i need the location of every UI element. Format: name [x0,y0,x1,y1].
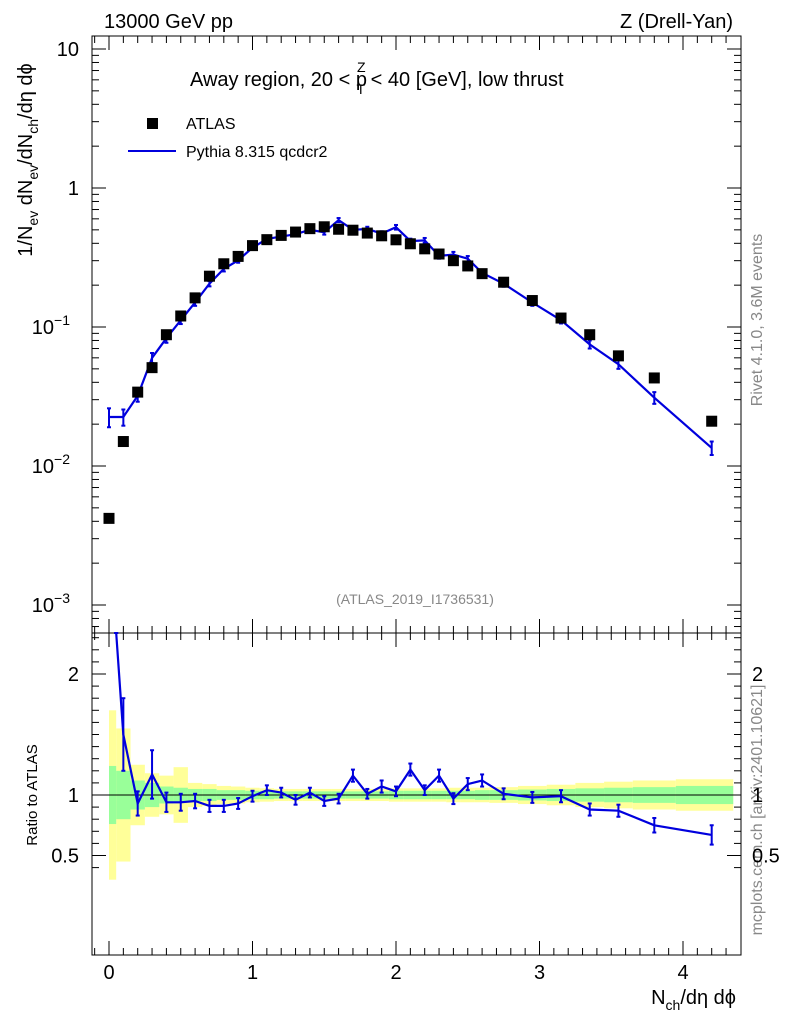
atlas-data-point [218,258,230,270]
atlas-data-point [333,223,345,235]
atlas-data-point [648,372,660,384]
analysis-id: (ATLAS_2019_I1736531) [336,591,494,607]
atlas-data-point [203,270,215,282]
atlas-data-point [361,227,373,239]
atlas-data-point [376,230,388,242]
atlas-data-point [189,292,201,304]
y-axis-label-ratio: Ratio to ATLAS [24,744,41,845]
atlas-data-point [612,350,624,362]
atlas-data-point [232,250,244,262]
title-sup: Z [357,59,366,75]
atlas-data-point [433,248,445,260]
y-tick-label-ratio: 2 [68,664,79,686]
x-tick-label: 3 [534,962,545,984]
legend-data-label: ATLAS [186,116,236,133]
atlas-data-point [146,362,158,374]
atlas-data-point [304,223,316,235]
atlas-data-point [347,224,359,236]
atlas-data-point [103,512,115,524]
x-tick-label: 2 [390,962,401,984]
atlas-data-point [160,329,172,341]
atlas-data-point [275,229,287,241]
y-tick-label-ratio-right: 0.5 [752,846,780,868]
y-tick-label-ratio: 1 [68,785,79,807]
legend-mc-label: Pythia 8.315 qcdcr2 [186,144,328,161]
y-tick-label-main: 1 [68,178,79,200]
legend-data-marker [147,118,158,129]
header-right: Z (Drell-Yan) [620,11,733,33]
y-tick-label-ratio-right: 2 [752,664,763,686]
ratio-axis-ticks: 0.5 0.5 1 1 2 2 [51,637,780,869]
y-tick-label-main: 10−1 [32,312,70,339]
title-pre: Away region, 20 < p [190,69,367,91]
y-tick-label-main: 10−3 [32,590,70,617]
atlas-data-point [447,255,459,267]
atlas-data-point [584,329,596,341]
mc-series-line [109,218,713,449]
y-tick-label-ratio-right: 1 [752,785,763,807]
x-tick-label: 4 [677,962,688,984]
atlas-data-point [318,221,330,233]
main-series [103,217,718,524]
atlas-data-point [404,238,416,250]
y-tick-label-ratio: 0.5 [51,846,79,868]
rivet-label: Rivet 4.1.0, 3.6M events [749,234,766,407]
atlas-data-point [476,268,488,280]
atlas-data-point [526,295,538,307]
y-tick-label-main: 10 [57,39,79,61]
title-sub: T [357,81,366,97]
plot-title: Away region, 20 < pZ T < 40 [GeV], low th… [190,59,564,97]
y-axis-label-main: 1/Nev dNev/dNch/dη dϕ [15,63,41,256]
main-axis-ticks: 10−3 10−2 10−1 1 10 0 1 2 3 4 [32,36,741,984]
atlas-data-point [247,240,258,252]
ratio-panel-frame [91,632,742,956]
atlas-data-point [498,276,510,288]
atlas-data-point [555,312,567,324]
atlas-data-point [117,436,129,448]
atlas-data-point [290,226,302,238]
atlas-data-point [462,260,474,272]
mcplots-label: mcplots.cern.ch [arXiv:2401.10621] [749,685,766,936]
header-left: 13000 GeV pp [104,11,233,33]
atlas-data-point [175,310,187,322]
y-tick-label-main: 10−2 [32,451,70,478]
title-post: < 40 [GeV], low thrust [365,69,564,91]
ratio-bands [92,710,741,880]
atlas-data-point [261,234,273,246]
atlas-data-point [706,415,718,427]
x-tick-label: 0 [103,962,114,984]
ratio-series [114,632,714,846]
x-tick-label: 1 [247,962,258,984]
atlas-data-point [419,243,431,255]
ratio-mc-line [115,632,712,836]
atlas-data-point [390,234,402,246]
x-axis-label: Nch/dη dϕ [651,987,736,1013]
atlas-data-point [132,386,144,398]
